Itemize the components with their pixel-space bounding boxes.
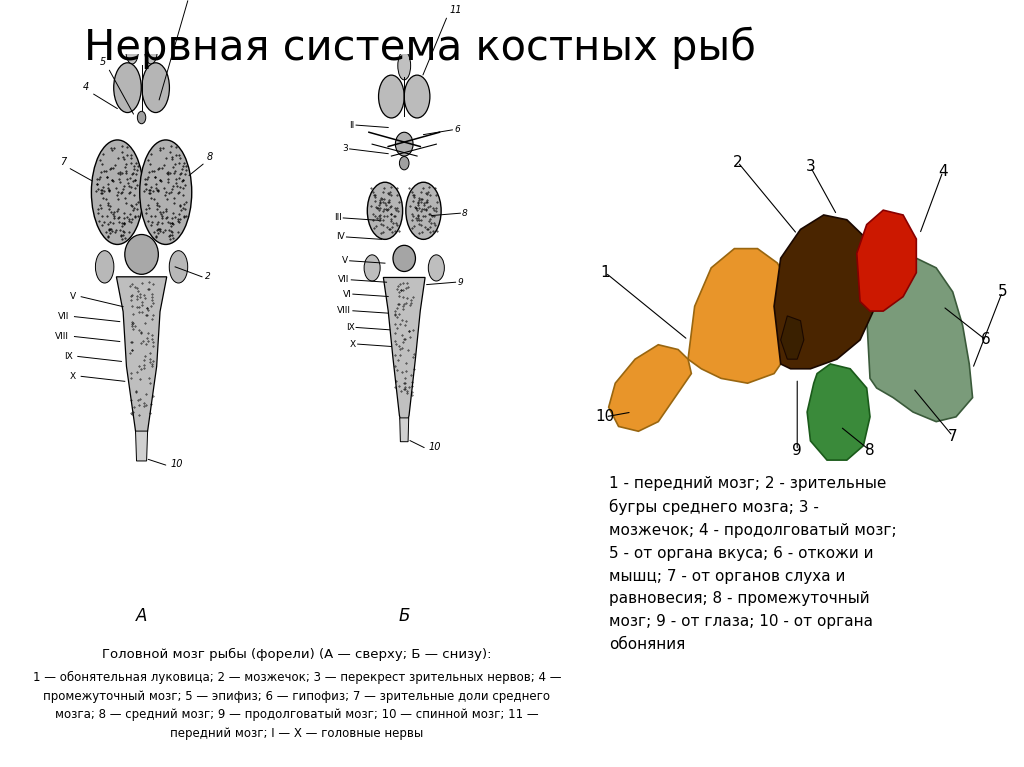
Ellipse shape <box>125 235 159 275</box>
Text: V: V <box>342 256 348 265</box>
Text: 10: 10 <box>170 459 182 469</box>
Text: 2: 2 <box>733 155 742 170</box>
Text: IV: IV <box>336 232 345 242</box>
Ellipse shape <box>91 140 143 245</box>
Text: VI: VI <box>342 290 351 298</box>
Polygon shape <box>135 431 147 461</box>
Text: Головной мозг рыбы (форели) (А — сверху; Б — снизу):: Головной мозг рыбы (форели) (А — сверху;… <box>102 648 492 661</box>
Text: А: А <box>136 607 147 625</box>
Text: 10: 10 <box>428 442 440 452</box>
Polygon shape <box>117 277 167 451</box>
Text: 5: 5 <box>100 58 106 67</box>
Polygon shape <box>857 210 916 311</box>
Ellipse shape <box>404 75 430 118</box>
Polygon shape <box>688 249 798 384</box>
Text: IX: IX <box>65 352 73 361</box>
Text: 6: 6 <box>454 125 460 134</box>
Ellipse shape <box>393 8 416 51</box>
Text: 7: 7 <box>59 156 67 166</box>
Text: 7: 7 <box>948 429 957 443</box>
Ellipse shape <box>144 37 158 64</box>
Polygon shape <box>774 215 877 369</box>
Ellipse shape <box>406 183 441 239</box>
Ellipse shape <box>428 255 444 281</box>
Text: X: X <box>350 340 356 349</box>
Ellipse shape <box>379 75 404 118</box>
Text: 10: 10 <box>596 410 615 424</box>
Text: III: III <box>334 213 342 222</box>
Ellipse shape <box>399 156 409 170</box>
Text: 11: 11 <box>450 5 462 15</box>
Ellipse shape <box>368 183 402 239</box>
Text: 3: 3 <box>806 160 815 174</box>
Ellipse shape <box>126 37 138 64</box>
Ellipse shape <box>95 251 114 283</box>
Ellipse shape <box>137 111 145 123</box>
Text: V: V <box>70 292 76 301</box>
Text: 4: 4 <box>938 164 947 179</box>
Polygon shape <box>383 278 425 435</box>
Polygon shape <box>399 418 409 442</box>
Text: 3: 3 <box>342 144 348 153</box>
Ellipse shape <box>142 63 169 113</box>
Text: 8: 8 <box>462 209 468 218</box>
Ellipse shape <box>169 251 187 283</box>
Ellipse shape <box>393 245 416 272</box>
Text: Нервная система костных рыб: Нервная система костных рыб <box>84 27 756 69</box>
Text: 1: 1 <box>600 265 610 280</box>
Ellipse shape <box>395 132 413 156</box>
Ellipse shape <box>142 0 164 35</box>
Text: X: X <box>70 372 76 381</box>
Text: 6: 6 <box>981 332 990 347</box>
Text: VIII: VIII <box>55 332 70 341</box>
Text: 5: 5 <box>997 285 1008 299</box>
Text: VII: VII <box>338 275 349 285</box>
Ellipse shape <box>397 51 411 80</box>
Polygon shape <box>780 316 804 359</box>
Text: II: II <box>349 120 354 130</box>
Text: VII: VII <box>58 312 70 321</box>
Text: 1 — обонятельная луковица; 2 — мозжечок; 3 — перекрест зрительных нервов; 4 —
пр: 1 — обонятельная луковица; 2 — мозжечок;… <box>33 671 561 739</box>
Text: Б: Б <box>398 607 410 625</box>
Text: 2: 2 <box>206 272 211 281</box>
Text: IX: IX <box>346 323 354 332</box>
Text: 9: 9 <box>793 443 802 458</box>
Text: 9: 9 <box>457 278 463 287</box>
Text: 8: 8 <box>865 443 874 458</box>
Ellipse shape <box>114 63 141 113</box>
Ellipse shape <box>365 255 380 281</box>
Polygon shape <box>608 344 691 431</box>
Text: 8: 8 <box>207 152 213 162</box>
Polygon shape <box>807 364 870 460</box>
Ellipse shape <box>139 140 191 245</box>
Polygon shape <box>866 258 973 422</box>
Text: 4: 4 <box>83 82 89 92</box>
Ellipse shape <box>119 0 140 35</box>
Text: 1 - передний мозг; 2 - зрительные
бугры среднего мозга; 3 -
мозжечок; 4 - продол: 1 - передний мозг; 2 - зрительные бугры … <box>609 476 897 652</box>
Text: VIII: VIII <box>337 306 351 315</box>
